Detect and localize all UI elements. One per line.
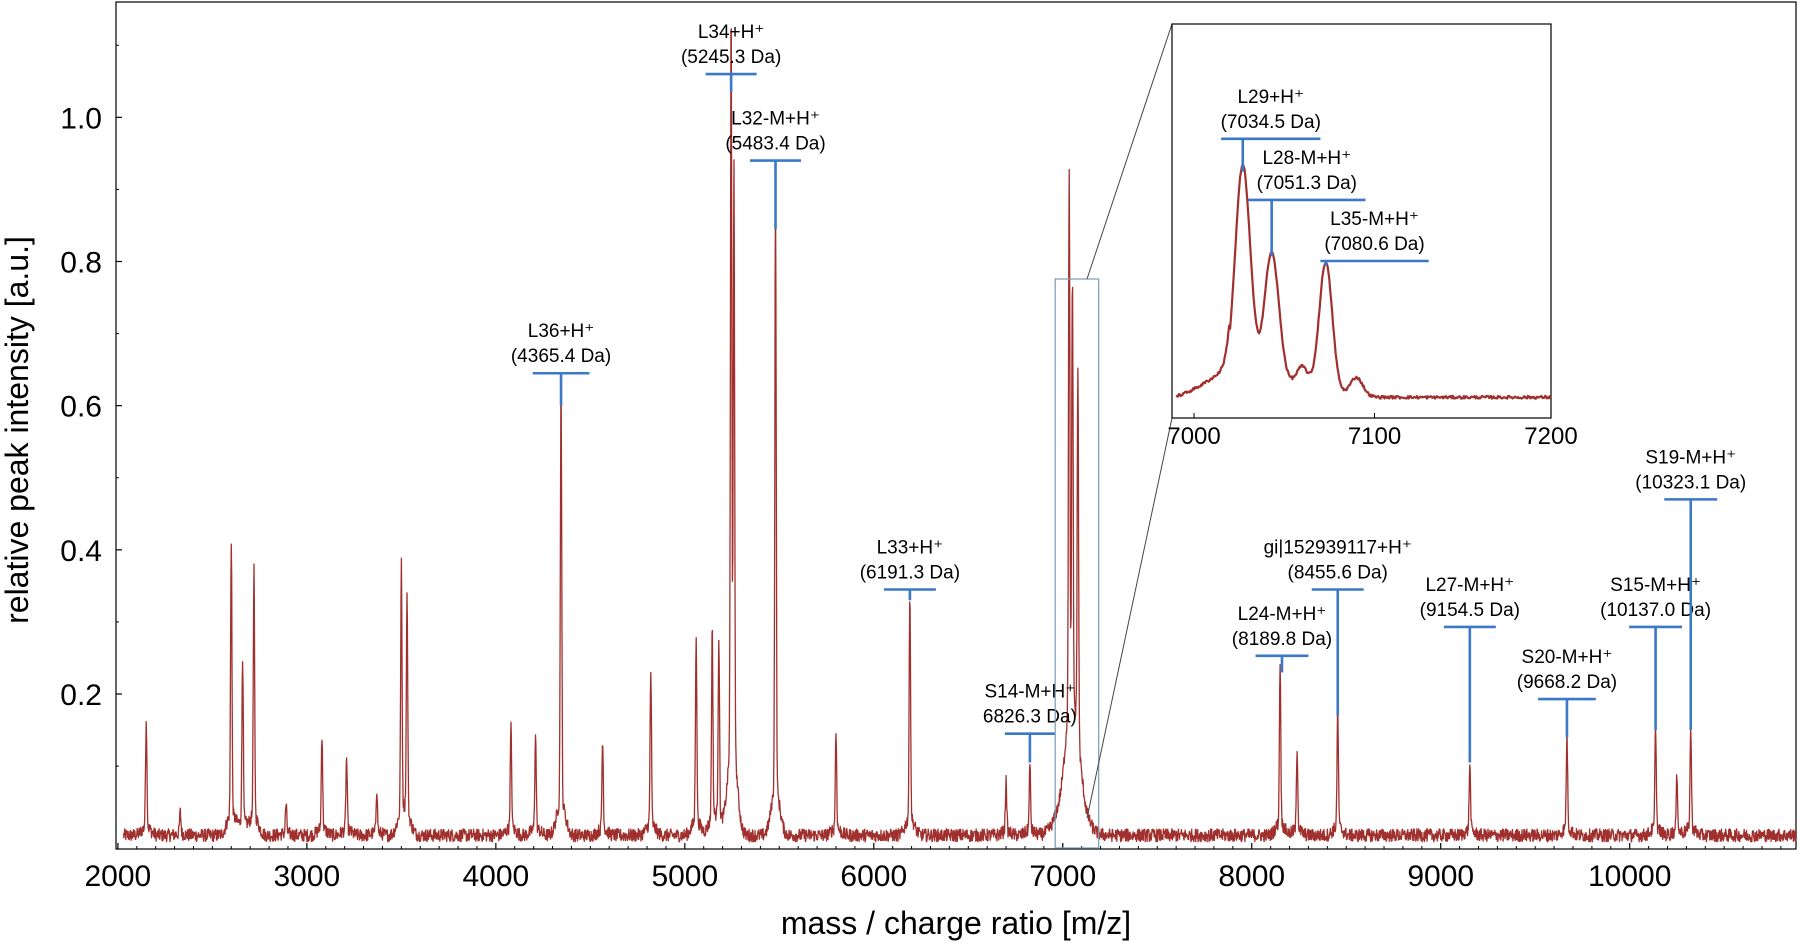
annotation-mass: (4365.4 Da) [511,346,611,367]
annotation-name: L36+H⁺ [528,321,595,342]
inset-x-tick-label: 7100 [1348,423,1401,450]
x-tick-label: 7000 [1029,860,1096,893]
x-axis-ticks: 2000 3000 4000 5000 6000 7000 8000 9000 10000 [85,843,1782,893]
annotation-name: L34+H⁺ [698,22,765,43]
annotation-name: S14-M+H⁺ [984,682,1075,703]
inset-annotation-name: L35-M+H⁺ [1330,209,1419,230]
annotation-name: L24-M+H⁺ [1238,604,1327,625]
x-tick-label: 5000 [651,860,718,893]
annotation-mass: (5483.4 Da) [725,134,825,155]
y-axis-ticks: 0.2 0.4 0.6 0.8 1.0 [60,44,122,767]
zoom-inset: 7000 7100 7200 L29+H⁺ (7034.5 Da) L28-M+H⁺ (7… [1167,23,1578,450]
inset-annotation-mass: (7080.6 Da) [1324,234,1424,255]
zoom-region-box [1054,278,1100,849]
annotation-mass: (6191.3 Da) [860,562,960,583]
x-tick-label: 4000 [462,860,529,893]
inset-x-tick-label: 7000 [1167,423,1220,450]
annotation-name: gi|152939117+H⁺ [1264,537,1412,558]
zoom-connector-top [1086,23,1173,280]
x-tick-label: 10000 [1588,860,1671,893]
inset-annotation-mass: (7051.3 Da) [1257,173,1357,194]
inset-annotation-name: L28-M+H⁺ [1262,148,1351,169]
x-tick-label: 9000 [1407,860,1474,893]
x-tick-label: 6000 [840,860,907,893]
annotation-mass: (5245.3 Da) [681,47,781,68]
annotation-mass: (9154.5 Da) [1420,600,1520,621]
inset-x-tick-label: 7200 [1524,423,1577,450]
annotation-name: S20-M+H⁺ [1522,647,1613,668]
inset-spectrum-line [1175,163,1552,400]
annotation-name: S15-M+H⁺ [1610,575,1701,596]
inset-frame [1171,23,1552,419]
y-tick-label: 0.4 [60,535,102,568]
annotation-mass: (8455.6 Da) [1288,562,1388,583]
zoom-connector-bottom [1086,417,1173,819]
x-tick-label: 3000 [273,860,340,893]
y-axis-title: relative peak intensity [a.u.] [0,236,35,624]
x-axis-title: mass / charge ratio [m/z] [781,905,1131,941]
annotation-name: S19-M+H⁺ [1645,447,1736,468]
annotation-mass: 6826.3 Da) [983,707,1077,728]
y-tick-label: 0.6 [60,391,102,424]
annotation-mass: (10137.0 Da) [1600,600,1711,621]
annotation-name: L27-M+H⁺ [1425,575,1514,596]
y-tick-label: 0.8 [60,247,102,280]
inset-annotation-name: L29+H⁺ [1237,87,1304,108]
x-tick-label: 8000 [1218,860,1285,893]
annotation-name: L32-M+H⁺ [731,109,820,130]
y-tick-label: 0.2 [60,679,102,712]
annotation-mass: (8189.8 Da) [1232,629,1332,650]
annotation-mass: (9668.2 Da) [1517,672,1617,693]
x-tick-label: 2000 [85,860,152,893]
spectrum-line [122,28,1797,843]
inset-x-axis-ticks: 7000 7100 7200 [1167,413,1578,450]
inset-annotation-mass: (7034.5 Da) [1221,112,1321,133]
annotation-name: L33+H⁺ [877,537,944,558]
peak-annotations: L36+H⁺ (4365.4 Da) L34+H⁺ (5245.3 Da) L32-M+… [511,22,1746,763]
y-tick-label: 1.0 [60,102,102,135]
plot-frame [115,1,1797,850]
annotation-mass: (10323.1 Da) [1635,472,1746,493]
inset-peak-annotations: L29+H⁺ (7034.5 Da) L28-M+H⁺ (7051.3 Da) L35-… [1221,87,1429,266]
